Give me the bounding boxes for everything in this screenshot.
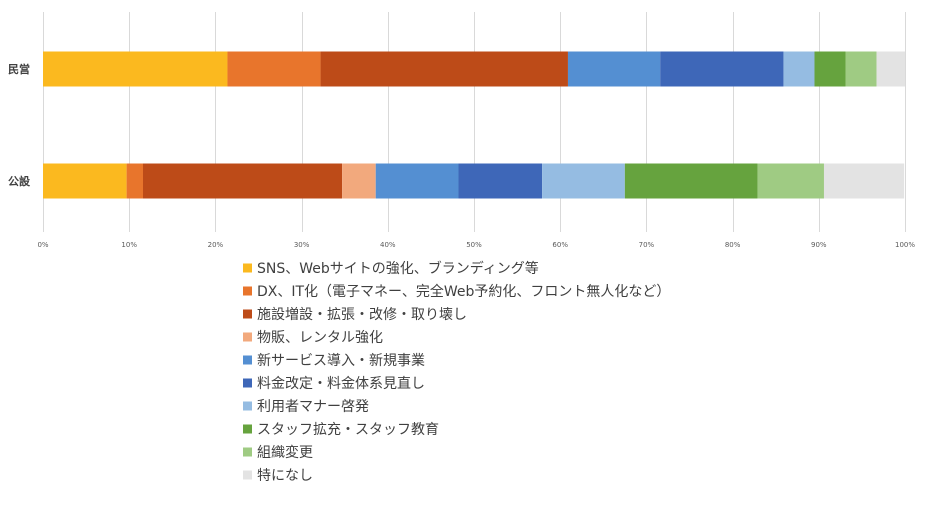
bar-segment (375, 163, 459, 199)
legend: SNS、Webサイトの強化、ブランディング等 DX、IT化（電子マネー、完全Web… (243, 260, 670, 484)
bar-segment (126, 163, 143, 199)
bar-segment (567, 51, 661, 87)
x-tick-label: 80% (725, 241, 741, 249)
bar-segment (823, 163, 905, 199)
x-tick-label: 20% (208, 241, 224, 249)
legend-label: 料金改定・料金体系見直し (257, 375, 425, 392)
legend-swatch (243, 355, 252, 365)
legend-label: 特になし (257, 468, 313, 484)
bar-segment (845, 51, 877, 87)
legend-label: スタッフ拡充・スタッフ教育 (257, 422, 439, 438)
legend-swatch (243, 263, 252, 273)
x-tick-label: 0% (37, 241, 48, 249)
bar-segment (542, 163, 625, 199)
bar-segment (624, 163, 758, 199)
bar-segment (43, 51, 228, 87)
bar-segment (142, 163, 343, 199)
x-tick-label: 10% (121, 241, 137, 249)
x-tick-label: 30% (294, 241, 310, 249)
legend-label: 組織変更 (257, 444, 313, 461)
x-axis-tick-labels: 0% 10% 20% 30% 40% 50% 60% 70% 80% 90% 100% (37, 241, 915, 249)
legend-label: 新サービス導入・新規事業 (257, 353, 425, 369)
x-tick-label: 50% (466, 241, 482, 249)
category-label: 公設 (8, 174, 31, 188)
bar-segment (783, 51, 815, 87)
x-tick-label: 100% (895, 241, 915, 249)
x-tick-label: 70% (639, 241, 655, 249)
bar-segment (342, 163, 376, 199)
category-label: 民営 (8, 62, 30, 76)
legend-label: SNS、Webサイトの強化、ブランディング等 (257, 260, 539, 277)
bar-segment (876, 51, 905, 87)
legend-label: DX、IT化（電子マネー、完全Web予約化、フロント無人化など） (257, 283, 670, 300)
legend-swatch (243, 447, 252, 457)
legend-swatch (243, 470, 252, 480)
legend-label: 施設増設・拡張・改修・取り壊し (257, 307, 467, 323)
bar-segment (660, 51, 784, 87)
bar-segment (43, 163, 127, 199)
gridlines (43, 12, 906, 232)
bar-segment (227, 51, 321, 87)
legend-swatch (243, 309, 252, 319)
legend-swatch (243, 378, 252, 388)
legend-label: 物販、レンタル強化 (257, 330, 383, 346)
legend-swatch (243, 332, 252, 342)
legend-label: 利用者マナー啓発 (257, 399, 369, 415)
x-tick-label: 90% (811, 241, 827, 249)
legend-swatch (243, 424, 252, 434)
bars (43, 51, 905, 199)
x-tick-label: 40% (380, 241, 396, 249)
bar-segment (320, 51, 568, 87)
legend-swatch (243, 401, 252, 411)
legend-swatch (243, 286, 252, 296)
bar-segment (814, 51, 846, 87)
x-tick-label: 60% (552, 241, 568, 249)
bar-segment (458, 163, 543, 199)
bar-segment (757, 163, 824, 199)
